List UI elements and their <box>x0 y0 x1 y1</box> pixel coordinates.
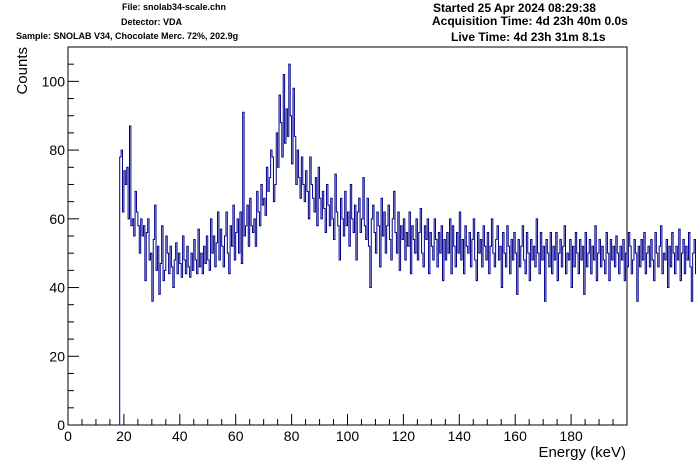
x-axis-title: Energy (keV) <box>538 444 626 461</box>
x-tick-label: 0 <box>64 428 72 444</box>
y-tick-label: 40 <box>49 280 65 296</box>
x-axis-ticks: 0 20 40 60 80 100 120 140 160 180 <box>64 414 628 444</box>
axes <box>67 46 628 426</box>
x-tick-label: 120 <box>392 428 416 444</box>
sample-label: Sample: SNOLAB V34, Chocolate Merc. 72%,… <box>16 31 239 41</box>
x-tick-label: 180 <box>559 428 583 444</box>
y-tick-label: 80 <box>49 142 65 158</box>
y-tick-label: 100 <box>42 73 66 89</box>
started-label: Started 25 Apr 2024 08:29:38 <box>433 1 596 15</box>
x-tick-label: 160 <box>504 428 528 444</box>
x-tick-label: 20 <box>116 428 132 444</box>
detector-label: Detector: VDA <box>121 17 183 27</box>
y-tick-label: 60 <box>49 211 65 227</box>
x-tick-label: 100 <box>336 428 360 444</box>
x-tick-label: 60 <box>228 428 244 444</box>
y-axis-title: Counts <box>14 47 31 95</box>
plot-frame <box>67 46 628 426</box>
x-tick-label: 40 <box>172 428 188 444</box>
live-time-label: Live Time: 4d 23h 31m 8.1s <box>451 30 606 44</box>
x-tick-label: 140 <box>448 428 472 444</box>
x-tick-label: 80 <box>284 428 300 444</box>
spectrum-histogram-line <box>118 63 696 426</box>
file-label: File: snolab34-scale.chn <box>122 2 227 12</box>
y-axis-ticks: 0 20 40 60 80 100 <box>42 46 79 433</box>
y-tick-label: 0 <box>57 417 65 433</box>
acquisition-time-label: Acquisition Time: 4d 23h 40m 0.0s <box>432 14 628 28</box>
y-tick-label: 20 <box>49 348 65 364</box>
